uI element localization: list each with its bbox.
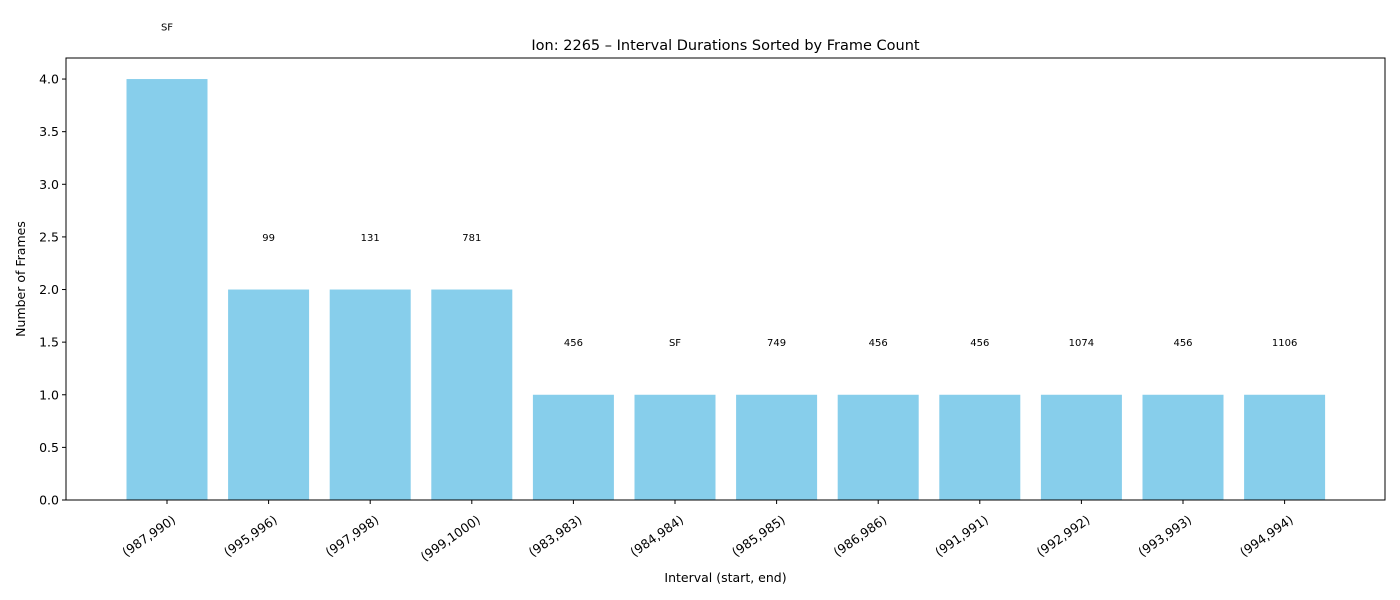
bar-annotation-0: SF bbox=[161, 22, 173, 33]
y-axis: 0.0 0.5 1.0 1.5 2.0 2.5 3.0 3.5 4.0 bbox=[39, 72, 66, 508]
bar-10 bbox=[1142, 394, 1224, 500]
bar-7 bbox=[837, 394, 919, 500]
x-tick-label-5: (984,984) bbox=[627, 512, 686, 560]
y-tick-label-1: 0.5 bbox=[39, 440, 59, 455]
bar-annotation-7: 456 bbox=[869, 338, 888, 349]
x-tick-label-3: (999,1000) bbox=[418, 512, 483, 564]
x-tick-label-4: (983,983) bbox=[526, 512, 585, 560]
bar-0 bbox=[126, 79, 208, 501]
x-tick-label-0: (987,990) bbox=[119, 512, 178, 560]
x-tick-label-10: (993,993) bbox=[1135, 512, 1194, 560]
bar-1 bbox=[228, 289, 310, 500]
bar-annotations: SF 99 131 781 456 SF 749 456 456 1074 456 1106 bbox=[161, 22, 1297, 349]
y-tick-label-2: 1.0 bbox=[39, 387, 59, 402]
bar-11 bbox=[1244, 394, 1326, 500]
y-tick-label-8: 4.0 bbox=[39, 72, 59, 87]
bar-annotation-5: SF bbox=[669, 338, 681, 349]
bar-annotation-9: 1074 bbox=[1069, 338, 1094, 349]
x-tick-label-11: (994,994) bbox=[1237, 512, 1296, 560]
bar-annotation-1: 99 bbox=[262, 233, 275, 244]
y-tick-label-4: 2.0 bbox=[39, 282, 59, 297]
bar-6 bbox=[736, 394, 818, 500]
x-tick-label-2: (997,998) bbox=[322, 512, 381, 560]
bar-annotation-10: 456 bbox=[1173, 338, 1192, 349]
x-axis: (987,990) (995,996) (997,998) (999,1000) (98… bbox=[119, 500, 1296, 564]
y-tick-label-0: 0.0 bbox=[39, 493, 59, 508]
x-tick-label-6: (985,985) bbox=[729, 512, 788, 560]
x-tick-label-8: (991,991) bbox=[932, 512, 991, 560]
bar-9 bbox=[1040, 394, 1122, 500]
bar-2 bbox=[329, 289, 411, 500]
y-tick-label-5: 2.5 bbox=[39, 229, 59, 244]
x-axis-label: Interval (start, end) bbox=[664, 570, 786, 585]
bar-annotation-2: 131 bbox=[361, 233, 380, 244]
y-axis-label: Number of Frames bbox=[13, 221, 28, 337]
x-tick-label-9: (992,992) bbox=[1034, 512, 1093, 560]
bar-annotation-6: 749 bbox=[767, 338, 786, 349]
bar-annotation-8: 456 bbox=[970, 338, 989, 349]
x-tick-label-7: (986,986) bbox=[830, 512, 889, 560]
y-tick-label-7: 3.5 bbox=[39, 124, 59, 139]
bar-annotation-11: 1106 bbox=[1272, 338, 1297, 349]
plot-frame bbox=[65, 57, 1386, 501]
bar-4 bbox=[532, 394, 614, 500]
y-tick-label-3: 1.5 bbox=[39, 335, 59, 350]
x-tick-label-1: (995,996) bbox=[221, 512, 280, 560]
bar-5 bbox=[634, 394, 716, 500]
bar-annotation-3: 781 bbox=[462, 233, 481, 244]
bar-annotation-4: 456 bbox=[564, 338, 583, 349]
bars-layer bbox=[126, 79, 1326, 501]
chart-title: Ion: 2265 – Interval Durations Sorted by… bbox=[531, 38, 919, 54]
bar-8 bbox=[939, 394, 1021, 500]
y-tick-label-6: 3.0 bbox=[39, 177, 59, 192]
bar-3 bbox=[431, 289, 513, 500]
